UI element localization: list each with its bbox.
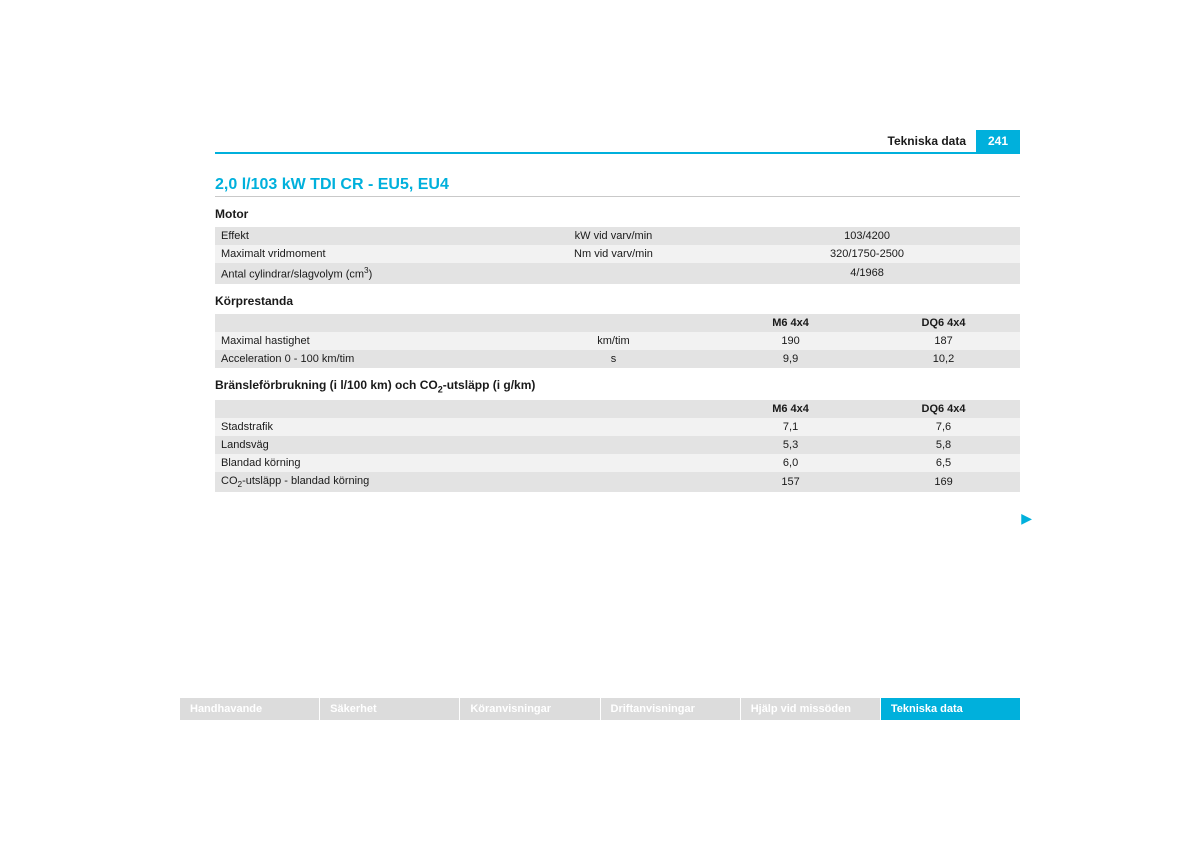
cell-value: 10,2 — [867, 350, 1020, 368]
col-header: DQ6 4x4 — [867, 400, 1020, 418]
next-page-icon[interactable]: ▶ — [1021, 511, 1032, 525]
cell-label: Blandad körning — [215, 454, 714, 472]
cell-value: 157 — [714, 472, 867, 492]
fuel-table: M6 4x4 DQ6 4x4 Stadstrafik 7,1 7,6 Lands… — [215, 400, 1020, 492]
table-row: CO2-utsläpp - blandad körning 157 169 — [215, 472, 1020, 492]
col-header: M6 4x4 — [714, 314, 867, 332]
cell-value: 103/4200 — [714, 227, 1020, 245]
tab-tekniska-data[interactable]: Tekniska data — [881, 698, 1020, 720]
cell-value: 169 — [867, 472, 1020, 492]
cell-value: 7,1 — [714, 418, 867, 436]
tab-sakerhet[interactable]: Säkerhet — [320, 698, 459, 720]
col-header: DQ6 4x4 — [867, 314, 1020, 332]
cell-label: CO2-utsläpp - blandad körning — [215, 472, 714, 492]
cell-value: 4/1968 — [714, 263, 1020, 284]
cell-value: 7,6 — [867, 418, 1020, 436]
cell-value: 190 — [714, 332, 867, 350]
tab-hjalp[interactable]: Hjälp vid missöden — [741, 698, 880, 720]
cell-value: 6,0 — [714, 454, 867, 472]
table-row: Acceleration 0 - 100 km/tim s 9,9 10,2 — [215, 350, 1020, 368]
table-header-row: M6 4x4 DQ6 4x4 — [215, 314, 1020, 332]
cell-label: Maximal hastighet — [215, 332, 513, 350]
col-header: M6 4x4 — [714, 400, 867, 418]
cell-unit: s — [513, 350, 714, 368]
cell-label: Stadstrafik — [215, 418, 714, 436]
motor-table: Effekt kW vid varv/min 103/4200 Maximalt… — [215, 227, 1020, 284]
col-header — [513, 314, 714, 332]
page-container: Tekniska data 241 2,0 l/103 kW TDI CR - … — [0, 0, 1200, 848]
cell-value: 9,9 — [714, 350, 867, 368]
table-row: Effekt kW vid varv/min 103/4200 — [215, 227, 1020, 245]
performance-table: M6 4x4 DQ6 4x4 Maximal hastighet km/tim … — [215, 314, 1020, 368]
cell-label: Effekt — [215, 227, 513, 245]
cell-unit — [513, 263, 714, 284]
tab-handhavande[interactable]: Handhavande — [180, 698, 319, 720]
table-row: Maximal hastighet km/tim 190 187 — [215, 332, 1020, 350]
table-row: Stadstrafik 7,1 7,6 — [215, 418, 1020, 436]
page-number-badge: 241 — [976, 130, 1020, 152]
cell-unit: km/tim — [513, 332, 714, 350]
cell-label: Antal cylindrar/slagvolym (cm3) — [215, 263, 513, 284]
cell-label: Landsväg — [215, 436, 714, 454]
page-header: Tekniska data 241 — [215, 130, 1020, 154]
cell-label: Maximalt vridmoment — [215, 245, 513, 263]
cell-unit: kW vid varv/min — [513, 227, 714, 245]
cell-label: Acceleration 0 - 100 km/tim — [215, 350, 513, 368]
cell-value: 187 — [867, 332, 1020, 350]
table-header-row: M6 4x4 DQ6 4x4 — [215, 400, 1020, 418]
tab-driftanvisningar[interactable]: Driftanvisningar — [601, 698, 740, 720]
col-header — [215, 400, 714, 418]
tab-strip: Handhavande Säkerhet Köranvisningar Drif… — [180, 698, 1020, 720]
cell-unit: Nm vid varv/min — [513, 245, 714, 263]
cell-value: 5,3 — [714, 436, 867, 454]
table-row: Blandad körning 6,0 6,5 — [215, 454, 1020, 472]
table-row: Maximalt vridmoment Nm vid varv/min 320/… — [215, 245, 1020, 263]
breadcrumb: Tekniska data — [888, 130, 976, 152]
table-row: Landsväg 5,3 5,8 — [215, 436, 1020, 454]
tab-koranvisningar[interactable]: Köranvisningar — [460, 698, 599, 720]
page-title: 2,0 l/103 kW TDI CR - EU5, EU4 — [215, 176, 1020, 197]
section-label-motor: Motor — [215, 207, 1020, 221]
cell-value: 5,8 — [867, 436, 1020, 454]
cell-value: 320/1750-2500 — [714, 245, 1020, 263]
table-row: Antal cylindrar/slagvolym (cm3) 4/1968 — [215, 263, 1020, 284]
section-label-performance: Körprestanda — [215, 294, 1020, 308]
cell-value: 6,5 — [867, 454, 1020, 472]
col-header — [215, 314, 513, 332]
section-label-fuel: Bränsleförbrukning (i l/100 km) och CO2-… — [215, 378, 1020, 394]
